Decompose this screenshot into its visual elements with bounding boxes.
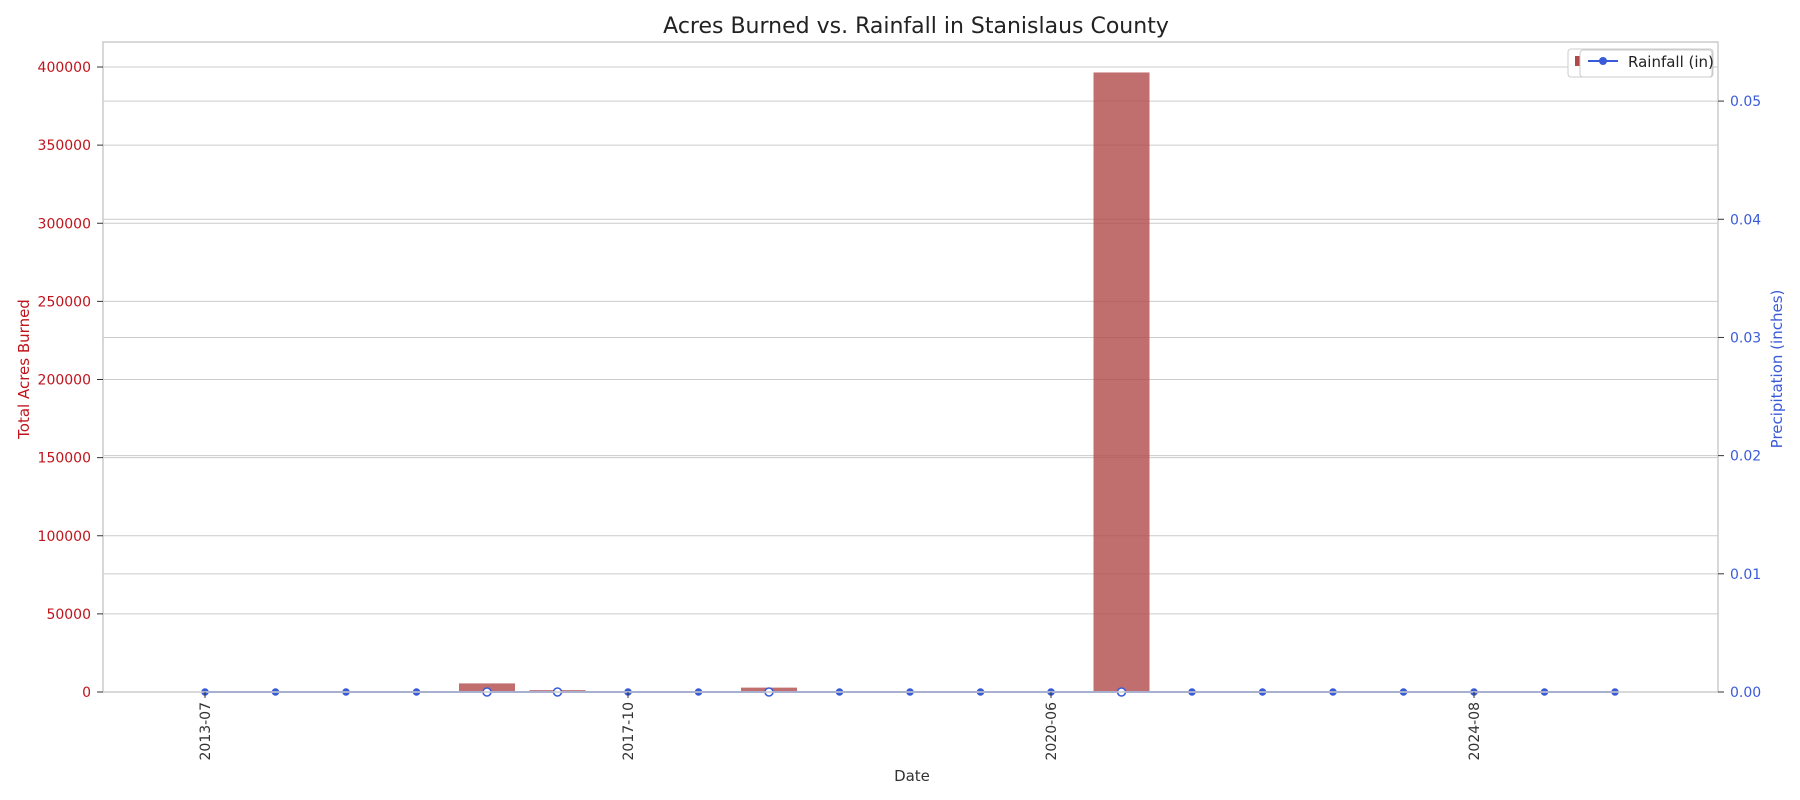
y-axis-left-label: Total Acres Burned: [15, 299, 33, 440]
legend: Rainfall (in): [1567, 48, 1714, 78]
x-tick-label: 2024-08: [1467, 702, 1483, 761]
gridlines: [103, 66, 1718, 615]
chart-title: Acres Burned vs. Rainfall in Stanislaus …: [663, 14, 1169, 39]
x-axis-label: Date: [894, 767, 930, 785]
bar-series-acres: [459, 72, 1150, 692]
y-axis-right-label: Precipitation (inches): [1768, 290, 1786, 449]
x-tick-label: 2017-10: [621, 702, 637, 761]
legend-marker-swatch: [1599, 57, 1607, 65]
left-tick-label: 250000: [38, 294, 91, 310]
left-tick-label: 300000: [38, 216, 91, 232]
left-tick-label: 50000: [46, 607, 91, 623]
right-tick-label: 0.01: [1730, 567, 1761, 583]
legend-label-rainfall: Rainfall (in): [1628, 53, 1714, 71]
left-tick-label: 0: [82, 685, 91, 701]
plot-border: [102, 41, 1719, 693]
legend-frame: [1579, 49, 1713, 78]
left-tick-label: 100000: [38, 529, 91, 545]
right-tick-label: 0.05: [1730, 94, 1761, 110]
right-tick-label: 0.02: [1730, 449, 1761, 465]
right-tick-label: 0.03: [1730, 330, 1761, 346]
bar-acres-burned: [1093, 72, 1150, 692]
x-tick-label: 2020-06: [1044, 702, 1060, 761]
plot-frame: [102, 41, 1719, 693]
left-tick-label: 400000: [38, 60, 91, 76]
left-tick-label: 350000: [38, 138, 91, 154]
right-tick-label: 0.04: [1730, 212, 1761, 228]
right-tick-label: 0.00: [1730, 685, 1761, 701]
axes: 0 50000 100000 150000 200000 250000 300000 3500…: [38, 60, 1762, 761]
legend-bar-swatch: [1575, 56, 1583, 66]
x-tick-label: 2013-07: [198, 702, 214, 761]
left-tick-label: 150000: [38, 451, 91, 467]
left-tick-label: 200000: [38, 373, 91, 389]
